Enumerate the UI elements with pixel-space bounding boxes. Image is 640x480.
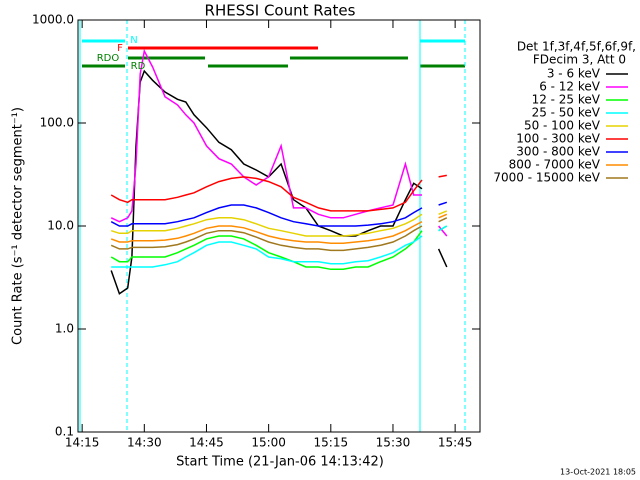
series-line bbox=[110, 201, 448, 227]
series-line bbox=[110, 213, 448, 245]
y-tick-label: 0.1 bbox=[55, 425, 74, 439]
legend-label: 300 - 800 keV bbox=[516, 145, 600, 159]
y-tick-label: 100.0 bbox=[40, 116, 74, 130]
state-bars bbox=[82, 39, 465, 68]
y-axis-label: Count Rate (s⁻¹ detector segment⁻¹) bbox=[11, 107, 26, 345]
chart-title: RHESSI Count Rates bbox=[205, 2, 356, 20]
legend-label: 800 - 7000 keV bbox=[509, 158, 601, 172]
x-tick-label: 15:00 bbox=[251, 436, 286, 450]
legend-label: 3 - 6 keV bbox=[547, 67, 601, 81]
series-line bbox=[110, 174, 447, 212]
x-tick-label: 15:15 bbox=[314, 436, 349, 450]
legend-label: 25 - 50 keV bbox=[532, 106, 601, 120]
series-line bbox=[111, 225, 448, 268]
y-tick-label: 1000.0 bbox=[32, 13, 74, 27]
annotation: RDO bbox=[97, 53, 120, 64]
legend-label: 100 - 300 keV bbox=[516, 132, 600, 146]
legend-label: 6 - 12 keV bbox=[539, 80, 601, 94]
series-line bbox=[110, 210, 448, 237]
annotation: F bbox=[117, 43, 123, 54]
timestamp: 13-Oct-2021 18:05 bbox=[560, 468, 636, 477]
legend-title: Det 1f,3f,4f,5f,6f,9f, bbox=[517, 40, 636, 54]
legend-label: 50 - 100 keV bbox=[524, 119, 601, 133]
legend-label: 12 - 25 keV bbox=[532, 93, 601, 107]
x-axis-label: Start Time (21-Jan-06 14:13:42) bbox=[176, 455, 384, 470]
series-line bbox=[110, 217, 448, 252]
x-tick-label: 15:30 bbox=[376, 436, 411, 450]
legend-title: FDecim 3, Att 0 bbox=[533, 53, 626, 67]
x-tick-label: 14:45 bbox=[189, 436, 224, 450]
legend-label: 7000 - 15000 keV bbox=[493, 171, 600, 185]
y-tick-label: 1.0 bbox=[55, 322, 74, 336]
x-tick-label: 14:15 bbox=[65, 436, 100, 450]
annotation: N bbox=[130, 35, 137, 46]
x-tick-label: 15:45 bbox=[438, 436, 473, 450]
annotation: RD bbox=[131, 61, 146, 72]
x-tick-label: 14:30 bbox=[127, 436, 162, 450]
y-tick-label: 10.0 bbox=[47, 219, 74, 233]
